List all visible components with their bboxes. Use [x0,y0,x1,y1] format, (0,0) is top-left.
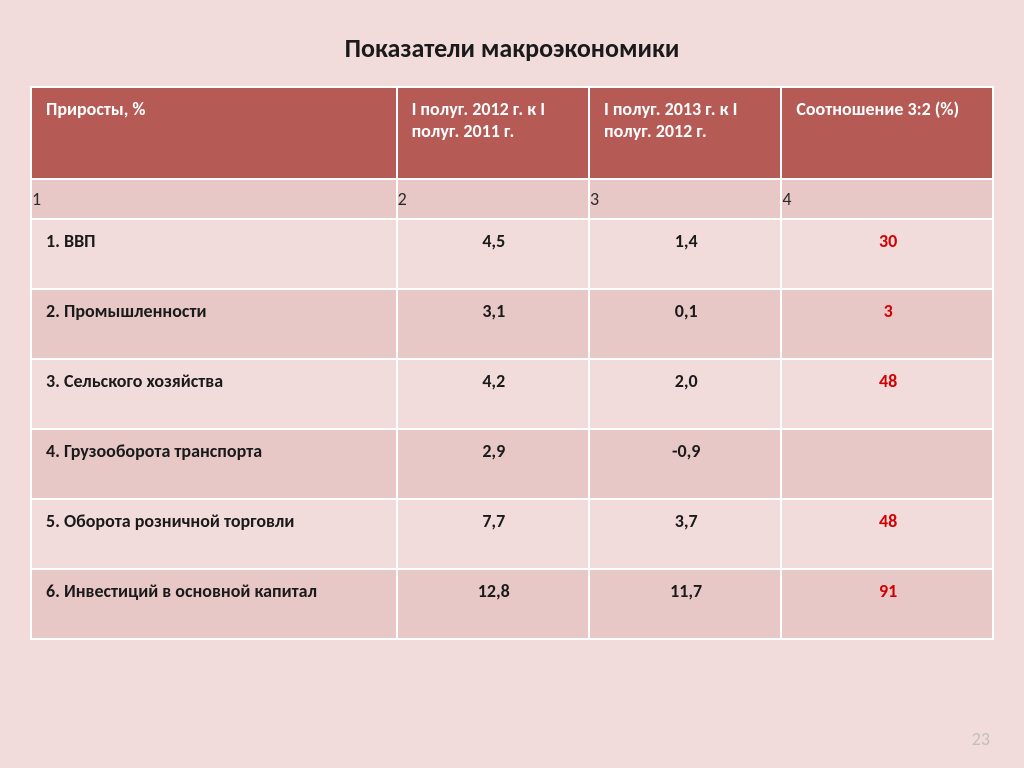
macro-table: Приросты, % I полуг. 2012 г. к I полуг. … [30,86,994,640]
table-row: 2. Промышленности3,10,13 [31,289,993,359]
row-value-2012: 3,1 [397,289,589,359]
row-label: 3. Сельского хозяйства [31,359,397,429]
row-ratio: 3 [781,289,993,359]
row-label: 2. Промышленности [31,289,397,359]
table-row: 6. Инвестиций в основной капитал12,811,7… [31,569,993,639]
row-label: 4. Грузооборота транспорта [31,429,397,499]
row-value-2012: 12,8 [397,569,589,639]
table-row: 3. Сельского хозяйства4,22,048 [31,359,993,429]
row-ratio [781,429,993,499]
table-row: 1. ВВП4,51,430 [31,219,993,289]
col-header-1: Приросты, % [31,87,397,179]
row-ratio: 48 [781,359,993,429]
col-header-2: I полуг. 2012 г. к I полуг. 2011 г. [397,87,589,179]
row-value-2013: 3,7 [589,499,781,569]
table-number-row: 1 2 3 4 [31,179,993,219]
row-label: 5. Оборота розничной торговли [31,499,397,569]
row-value-2013: 0,1 [589,289,781,359]
row-value-2012: 4,2 [397,359,589,429]
row-value-2012: 2,9 [397,429,589,499]
row-value-2013: 1,4 [589,219,781,289]
row-ratio: 48 [781,499,993,569]
row-value-2012: 4,5 [397,219,589,289]
row-value-2013: -0,9 [589,429,781,499]
col-header-3: I полуг. 2013 г. к I полуг. 2012 г. [589,87,781,179]
numcell-1: 1 [31,179,397,219]
slide: Показатели макроэкономики Приросты, % I … [0,0,1024,768]
col-header-4: Соотношение 3:2 (%) [781,87,993,179]
table-body: 1 2 3 4 1. ВВП4,51,4302. Промышленности3… [31,179,993,639]
numcell-2: 2 [397,179,589,219]
row-value-2013: 2,0 [589,359,781,429]
numcell-4: 4 [781,179,993,219]
slide-title: Показатели макроэкономики [30,32,994,64]
row-value-2013: 11,7 [589,569,781,639]
row-label: 6. Инвестиций в основной капитал [31,569,397,639]
table-header-row: Приросты, % I полуг. 2012 г. к I полуг. … [31,87,993,179]
table-row: 5. Оборота розничной торговли7,73,748 [31,499,993,569]
row-value-2012: 7,7 [397,499,589,569]
numcell-3: 3 [589,179,781,219]
row-ratio: 91 [781,569,993,639]
page-number: 23 [972,728,990,750]
row-ratio: 30 [781,219,993,289]
table-row: 4. Грузооборота транспорта2,9-0,9 [31,429,993,499]
row-label: 1. ВВП [31,219,397,289]
